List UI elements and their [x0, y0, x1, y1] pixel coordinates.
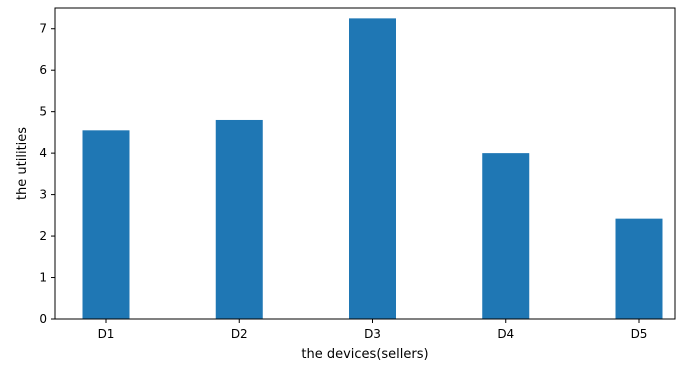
y-tick-label: 1 [39, 271, 47, 285]
bar-d4 [482, 153, 530, 319]
x-tick-label: D3 [364, 327, 381, 341]
x-axis-label: the devices(sellers) [301, 347, 428, 362]
x-tick-label: D4 [497, 327, 514, 341]
x-tick-label: D2 [231, 327, 248, 341]
bar-d2 [215, 119, 263, 320]
y-tick-label: 0 [39, 312, 47, 326]
y-tick-label: 3 [39, 188, 47, 202]
y-axis: 0 1 2 3 4 5 6 7 [39, 22, 55, 326]
y-tick-label: 6 [39, 63, 47, 77]
y-tick-label: 5 [39, 105, 47, 119]
x-tick-label: D1 [98, 327, 115, 341]
bar-d1 [82, 130, 130, 319]
y-tick-label: 7 [39, 22, 47, 36]
y-tick-label: 2 [39, 229, 47, 243]
bar-d3 [349, 18, 396, 319]
y-tick-label: 4 [39, 146, 47, 160]
y-axis-label: the utilities [15, 127, 30, 200]
x-tick-label: D5 [631, 327, 648, 341]
bar-d5 [615, 218, 663, 319]
x-axis: D1 D2 D3 D4 D5 [98, 319, 648, 341]
bars-group [82, 18, 663, 320]
plot-frame [54, 7, 676, 320]
